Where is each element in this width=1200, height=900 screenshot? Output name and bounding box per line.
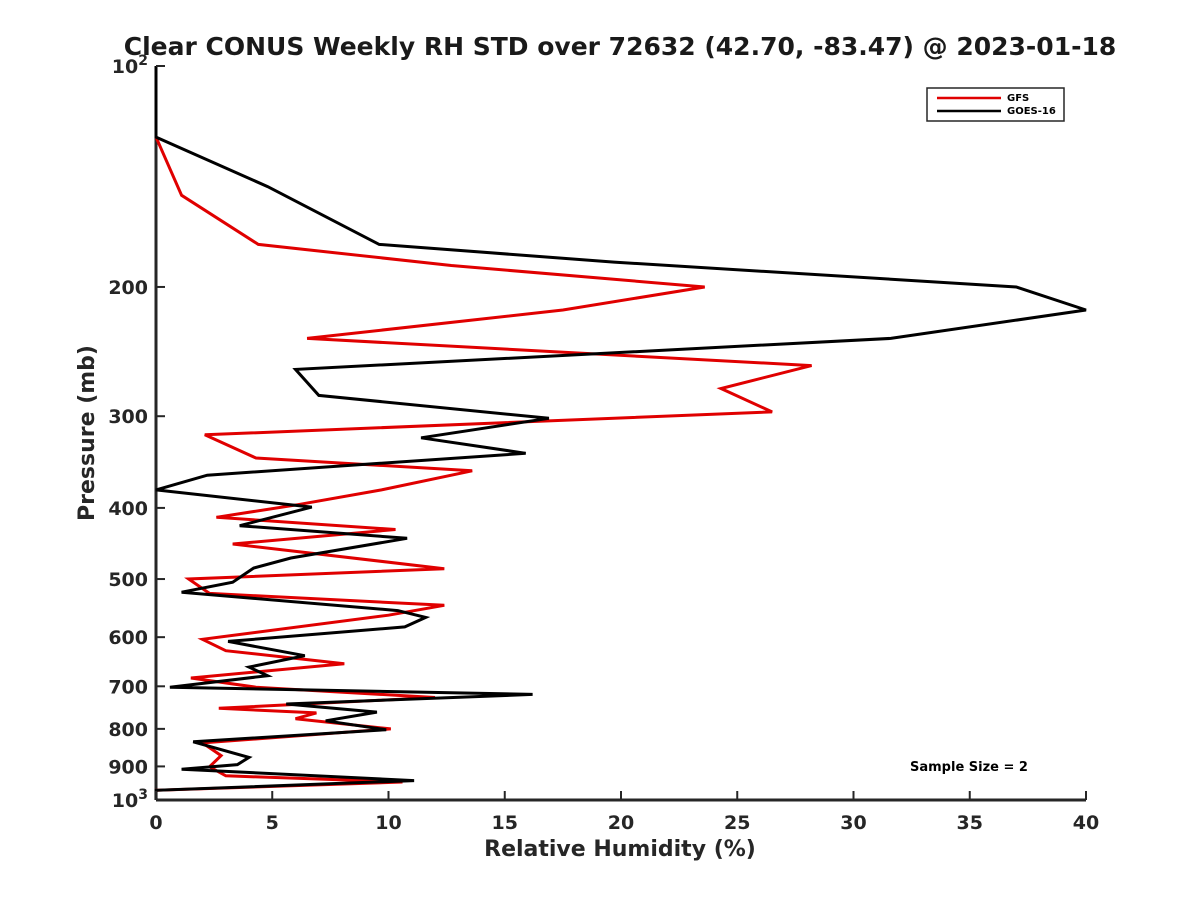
y-tick-group: 102 200 300 400 500 600 700 800 900 103 [108, 53, 165, 812]
y-tick-label: 500 [108, 569, 148, 591]
y-tick-label: 400 [108, 498, 148, 520]
x-axis-label: Relative Humidity (%) [484, 837, 756, 862]
y-tick-label: 200 [108, 277, 148, 299]
series-line-goes16 [154, 66, 1087, 800]
legend-box [926, 87, 1065, 122]
x-tick-label: 40 [1073, 812, 1099, 834]
legend: GFS GOES-16 [926, 87, 1065, 122]
y-axis-label: Pressure (mb) [75, 345, 100, 521]
x-tick-label: 15 [492, 812, 518, 834]
x-tick-label: 0 [149, 812, 162, 834]
y-tick-label: 900 [108, 756, 148, 778]
y-tick-label: 700 [108, 676, 148, 698]
sample-size-annotation: Sample Size = 2 [910, 760, 1028, 775]
y-tick-label: 102 [112, 53, 148, 78]
x-tick-label: 30 [840, 812, 866, 834]
plot-area: 0 5 10 15 20 25 30 35 40 102 200 300 400 500 600 700 80… [108, 53, 1099, 834]
legend-label-goes16: GOES-16 [1007, 106, 1056, 117]
y-tick-label: 300 [108, 406, 148, 428]
chart-title: Clear CONUS Weekly RH STD over 72632 (42… [124, 32, 1117, 61]
x-tick-label: 20 [608, 812, 634, 834]
y-tick-label: 600 [108, 627, 148, 649]
series-layer [154, 66, 1087, 800]
x-tick-label: 35 [957, 812, 983, 834]
x-tick-label: 10 [375, 812, 401, 834]
x-tick-group: 0 5 10 15 20 25 30 35 40 [149, 791, 1099, 834]
y-tick-label: 103 [112, 787, 148, 812]
legend-label-gfs: GFS [1007, 93, 1029, 104]
x-tick-label: 25 [724, 812, 750, 834]
y-tick-label: 800 [108, 719, 148, 741]
x-tick-label: 5 [266, 812, 279, 834]
